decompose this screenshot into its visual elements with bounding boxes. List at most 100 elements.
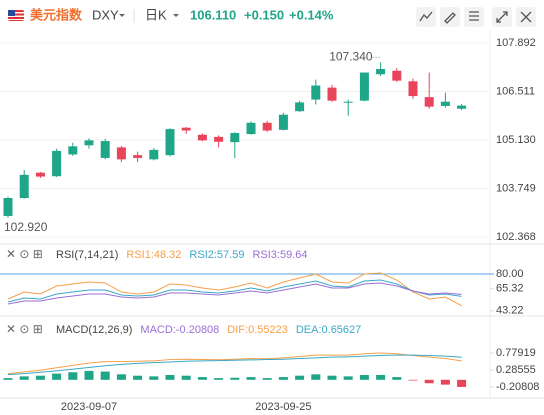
flag <box>8 10 24 21</box>
legend-entry: MACD:-0.20808 <box>140 324 219 336</box>
candle-body <box>3 198 13 216</box>
macd-bar <box>440 379 450 385</box>
candle-body <box>19 174 29 199</box>
candle-body <box>165 129 175 156</box>
y-tick-label: 106.511 <box>496 85 535 97</box>
macd-bar <box>278 377 288 380</box>
macd-bar <box>262 378 272 380</box>
macd-bar <box>214 378 224 380</box>
y-tick-label: 103.749 <box>496 182 536 194</box>
candle-body <box>311 85 321 100</box>
candle-body <box>457 105 467 109</box>
line <box>7 279 462 303</box>
macd-bar <box>457 379 467 387</box>
macd-bar <box>311 374 321 380</box>
macd-bar <box>165 375 175 380</box>
toolbar[interactable] <box>416 7 536 27</box>
macd-bar <box>197 377 207 380</box>
macd-bar <box>376 375 386 380</box>
symbol[interactable]: DXY <box>92 7 119 22</box>
candle-body <box>359 72 369 101</box>
y-tick-label: 0.28555 <box>496 364 536 376</box>
candle-body <box>52 150 62 177</box>
high-annotation: 107.340 <box>329 50 373 64</box>
candle-body <box>35 172 45 177</box>
y-tick-label: -0.20808 <box>496 381 539 393</box>
dropdown-arrow <box>119 14 125 17</box>
candle-body <box>327 87 337 101</box>
macd-bar <box>19 376 29 380</box>
change: +0.150 <box>244 7 284 22</box>
macd-bar <box>68 372 78 380</box>
panel-title: RSI(7,14,21) <box>56 249 118 261</box>
macd-bar <box>35 375 45 380</box>
candle-body <box>392 70 402 81</box>
legend-entry: DIF:0.55223 <box>227 324 288 336</box>
candle-body <box>84 140 94 146</box>
macd-bar <box>230 377 240 380</box>
candle-body <box>343 101 353 103</box>
y-tick-label: 0.77919 <box>496 347 536 359</box>
macd-bar <box>327 375 337 380</box>
candle-body <box>295 102 305 112</box>
y-tick-label: 102.368 <box>496 231 536 243</box>
y-tick-label: 65.32 <box>496 283 524 295</box>
legend-entry: RSI1:48.32 <box>126 249 181 261</box>
macd-bar <box>52 373 62 380</box>
macd-bar <box>392 377 402 380</box>
candle-body <box>424 97 434 107</box>
candle-body <box>440 101 450 106</box>
period[interactable]: 日K <box>145 7 167 22</box>
dropdown-arrow <box>173 14 179 17</box>
candle-body <box>181 127 191 131</box>
candle-body <box>149 149 159 160</box>
x-tick-label: 2023-09-25 <box>255 401 311 413</box>
panel-icons: ✕ ⊙ ⊞ <box>6 247 43 261</box>
macd-bar <box>149 376 159 380</box>
candle-body <box>246 122 256 135</box>
line <box>7 272 462 307</box>
candle-body <box>376 69 386 75</box>
line <box>7 282 462 305</box>
low-annotation: 102.920 <box>4 220 48 234</box>
candle-body <box>133 155 143 158</box>
change-pct: +0.14% <box>289 7 334 22</box>
candle-body <box>197 134 207 141</box>
candle-body <box>116 147 126 160</box>
legend-entry: RSI2:57.59 <box>189 249 244 261</box>
y-tick-label: 80.00 <box>496 268 524 280</box>
macd-bar <box>3 378 13 380</box>
macd-bar <box>408 379 418 381</box>
x-tick-label: 2023-09-07 <box>61 401 117 413</box>
macd-bar <box>133 375 143 380</box>
macd-bar <box>424 379 434 384</box>
panel-icons: ✕ ⊙ ⊞ <box>6 322 43 336</box>
macd-bar <box>246 377 256 380</box>
candle-body <box>230 132 240 143</box>
macd-bar <box>295 375 305 380</box>
panel-title: MACD(12,26,9) <box>56 324 132 336</box>
y-tick-label: 105.130 <box>496 134 536 146</box>
candle-body <box>214 136 224 142</box>
candle-body <box>278 114 288 130</box>
y-tick-label: 43.22 <box>496 305 524 317</box>
line <box>7 354 462 376</box>
candle-body <box>262 122 272 131</box>
macd-bar <box>116 374 126 380</box>
line <box>7 352 462 375</box>
macd-bar <box>181 375 191 380</box>
macd-bar <box>100 371 110 380</box>
macd-bar <box>84 370 94 380</box>
index-name: 美元指数 <box>30 7 83 22</box>
candle-body <box>68 146 78 155</box>
candle-body <box>100 141 110 158</box>
macd-bar <box>359 375 369 380</box>
macd-bar <box>343 376 353 380</box>
candle-body <box>408 81 418 97</box>
legend-entry: RSI3:59.64 <box>252 249 307 261</box>
price: 106.110 <box>190 7 236 22</box>
legend-entry: DEA:0.65627 <box>296 324 361 336</box>
y-tick-label: 107.892 <box>496 37 536 49</box>
